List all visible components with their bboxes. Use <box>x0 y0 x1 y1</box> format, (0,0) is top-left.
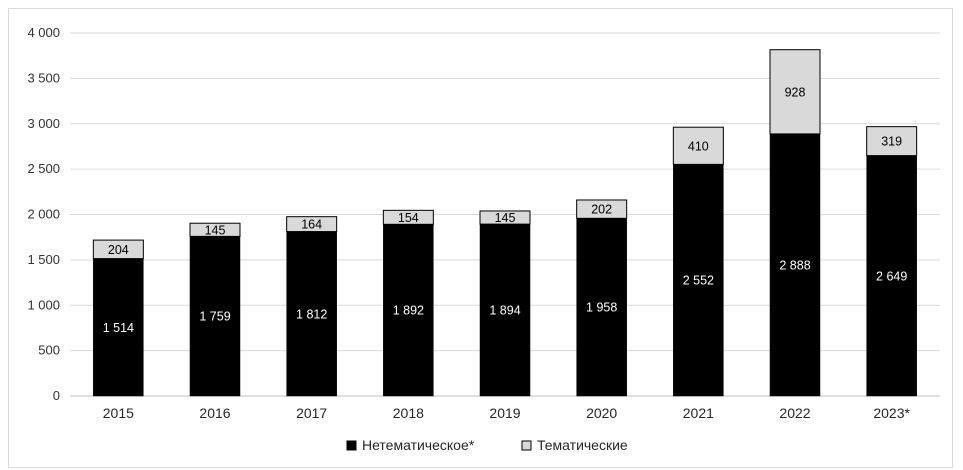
x-tick-label: 2023* <box>873 405 910 421</box>
data-label: 928 <box>785 85 806 99</box>
data-label: 2 552 <box>683 274 714 288</box>
data-label: 1 759 <box>199 310 230 324</box>
data-label: 164 <box>301 218 322 232</box>
data-label: 1 514 <box>103 321 134 335</box>
y-tick-label: 3 000 <box>27 116 60 131</box>
data-label: 2 888 <box>779 258 810 272</box>
y-tick-label: 2 000 <box>27 207 60 222</box>
legend-swatch-netematicheskoe <box>347 441 356 450</box>
data-label: 1 892 <box>393 304 424 318</box>
data-label: 1 812 <box>296 307 327 321</box>
x-tick-label: 2018 <box>393 405 424 421</box>
y-tick-label: 2 500 <box>27 161 60 176</box>
x-tick-label: 2022 <box>779 405 810 421</box>
data-label: 202 <box>591 203 612 217</box>
data-label: 1 894 <box>489 304 520 318</box>
x-tick-label: 2019 <box>489 405 520 421</box>
data-label: 2 649 <box>876 269 907 283</box>
y-tick-label: 4 000 <box>27 25 60 40</box>
x-tick-label: 2017 <box>296 405 327 421</box>
data-label: 145 <box>205 223 226 237</box>
legend-label-tematicheskie: Тематические <box>537 437 628 453</box>
legend-swatch-tematicheskie <box>522 441 531 450</box>
x-tick-label: 2015 <box>103 405 134 421</box>
x-tick-label: 2016 <box>199 405 230 421</box>
x-tick-label: 2021 <box>683 405 714 421</box>
data-label: 204 <box>108 243 129 257</box>
legend-label-netematicheskoe: Нетематическое* <box>362 437 475 453</box>
x-tick-label: 2020 <box>586 405 617 421</box>
y-tick-label: 500 <box>38 343 60 358</box>
y-tick-label: 3 500 <box>27 70 60 85</box>
data-label: 1 958 <box>586 301 617 315</box>
y-tick-label: 1 500 <box>27 252 60 267</box>
y-tick-label: 1 000 <box>27 297 60 312</box>
data-label: 410 <box>688 139 709 153</box>
data-label: 154 <box>398 211 419 225</box>
data-label: 319 <box>881 135 902 149</box>
y-tick-label: 0 <box>53 388 60 403</box>
data-label: 145 <box>495 211 516 225</box>
